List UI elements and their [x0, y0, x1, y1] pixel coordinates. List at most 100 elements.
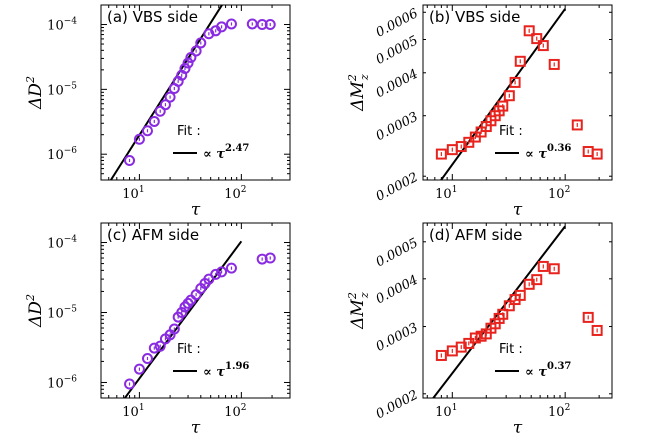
- data-point: [509, 76, 521, 88]
- fit-legend-label: Fit :: [499, 124, 523, 139]
- fit-legend-expression: ∝ τ1.96: [203, 361, 249, 380]
- data-point: [133, 133, 145, 145]
- data-point: [159, 99, 171, 111]
- data-point: [168, 323, 180, 335]
- data-point: [225, 262, 237, 274]
- x-axis-label: τ: [513, 418, 523, 436]
- x-tick-label: 101: [122, 185, 144, 202]
- x-tick-label: 101: [122, 403, 144, 420]
- data-point: [182, 297, 194, 309]
- plot-frame: [422, 222, 613, 399]
- data-point: [176, 306, 188, 318]
- x-axis-label: τ: [191, 200, 201, 220]
- data-point: [571, 119, 583, 131]
- x-tick-label: 101: [435, 403, 457, 420]
- y-tick-label: 10−4: [47, 17, 77, 34]
- data-point: [497, 100, 509, 112]
- x-tick-label: 101: [435, 185, 457, 202]
- y-tick-label: 10−5: [47, 81, 77, 98]
- data-point: [264, 252, 276, 264]
- panel-label: (c) AFM side: [107, 226, 199, 244]
- data-point: [548, 263, 560, 275]
- data-point: [531, 33, 543, 45]
- data-point: [141, 353, 153, 365]
- data-point: [148, 115, 160, 127]
- data-point: [195, 37, 207, 49]
- fit-legend-expression: ∝ τ0.36: [525, 143, 571, 162]
- panel-label: (a) VBS side: [107, 8, 198, 26]
- data-point: [148, 342, 160, 354]
- data-point: [435, 148, 447, 160]
- y-tick-label: 0.0002: [374, 388, 421, 423]
- data-point: [124, 378, 136, 390]
- data-point: [154, 105, 166, 117]
- data-point: [548, 58, 560, 70]
- fit-legend-label: Fit :: [177, 124, 201, 139]
- data-point: [591, 148, 603, 160]
- data-point: [216, 266, 228, 278]
- y-tick-label: 0.0005: [374, 236, 421, 271]
- data-point: [164, 91, 176, 103]
- data-point: [435, 349, 447, 361]
- y-tick-label: 0.0004: [374, 273, 421, 308]
- panel-label: (b) VBS side: [429, 8, 520, 26]
- data-point: [210, 268, 222, 280]
- fit-legend-expression: ∝ τ0.37: [525, 361, 571, 380]
- data-point: [264, 19, 276, 31]
- data-point: [523, 25, 535, 37]
- fit-line: [432, 225, 566, 398]
- panel-1: 101 102 10−6 10−5 10−4 (a) VBS side τ ΔD2 Fit :∝…: [24, 4, 291, 220]
- data-point: [185, 51, 197, 63]
- data-point: [503, 90, 515, 102]
- x-tick-label: 102: [548, 185, 570, 202]
- y-tick-label: 0.0004: [374, 67, 421, 102]
- data-point: [124, 154, 136, 166]
- x-axis-label: τ: [191, 418, 201, 436]
- y-tick-label: 10−5: [47, 304, 77, 321]
- data-point: [133, 363, 145, 375]
- y-tick-label: 0.0003: [374, 110, 421, 145]
- y-tick-label: 0.0002: [374, 170, 421, 205]
- data-point: [182, 57, 194, 69]
- y-tick-label: 10−4: [47, 235, 77, 252]
- data-point: [225, 18, 237, 30]
- plot-frame: [100, 222, 291, 399]
- data-point: [154, 340, 166, 352]
- plot-frame: [422, 4, 613, 181]
- x-tick-label: 102: [548, 403, 570, 420]
- y-axis-label: ΔM2z: [346, 74, 371, 112]
- fit-line: [439, 8, 566, 180]
- data-point: [591, 324, 603, 336]
- y-axis-label: ΔD2: [24, 76, 46, 110]
- data-point: [537, 40, 549, 52]
- fit-legend-expression: ∝ τ2.47: [203, 143, 249, 162]
- data-point: [141, 125, 153, 137]
- fit-legend-label: Fit :: [177, 342, 201, 357]
- data-point: [469, 332, 481, 344]
- data-point: [531, 274, 543, 286]
- data-point: [514, 55, 526, 67]
- data-point: [537, 260, 549, 272]
- fit-legend-label: Fit :: [499, 342, 523, 357]
- x-tick-label: 102: [224, 185, 246, 202]
- data-point: [503, 300, 515, 312]
- data-point: [497, 308, 509, 320]
- x-axis-label: τ: [513, 200, 523, 220]
- panel-3: 101 102 10−6 10−5 10−4 (c) AFM side τ ΔD2 Fit :∝…: [24, 222, 291, 436]
- y-axis-label: ΔD2: [24, 294, 46, 328]
- data-point: [582, 311, 594, 323]
- y-axis-label: ΔM2z: [346, 292, 371, 330]
- data-point: [179, 62, 191, 74]
- y-tick-label: 10−6: [47, 374, 77, 391]
- data-point: [514, 289, 526, 301]
- fit-line: [109, 5, 224, 180]
- y-tick-label: 0.0003: [374, 320, 421, 355]
- panel-label: (d) AFM side: [429, 226, 522, 244]
- y-tick-label: 10−6: [47, 146, 77, 163]
- data-point: [190, 45, 202, 57]
- data-point: [216, 21, 228, 33]
- x-tick-label: 102: [224, 403, 246, 420]
